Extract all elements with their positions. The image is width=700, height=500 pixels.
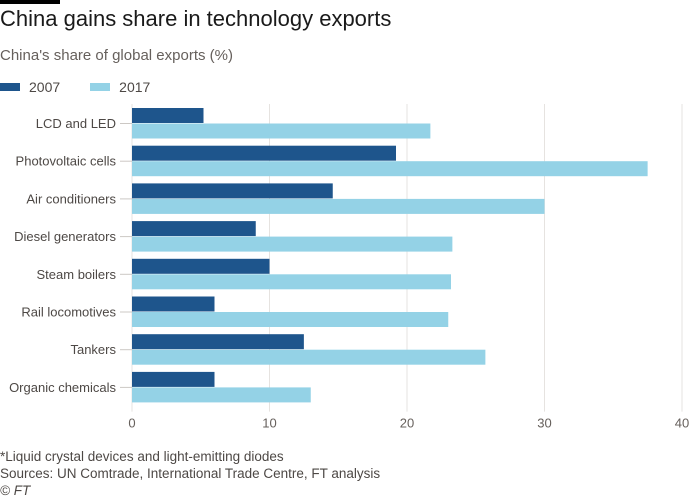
category-label: Rail locomotives	[21, 305, 116, 320]
bar-2017	[132, 387, 311, 403]
legend-label-2007: 2007	[29, 79, 61, 95]
chart-subtitle: China's share of global exports (%)	[0, 47, 233, 64]
bar-2017	[132, 236, 453, 252]
category-label: Air conditioners	[26, 191, 116, 206]
category-label: Organic chemicals	[9, 380, 116, 395]
bar-2007	[132, 371, 215, 387]
footnote: *Liquid crystal devices and light-emitti…	[0, 449, 284, 464]
category-label: Steam boilers	[37, 267, 117, 282]
bar-2007	[132, 108, 204, 123]
legend-swatch-2007	[0, 83, 20, 91]
bar-2007	[132, 183, 333, 199]
x-tick-label-40: 40	[675, 416, 689, 431]
legend: 2007 2017	[0, 79, 180, 95]
x-tick-label-0: 0	[128, 416, 135, 431]
bar-2007	[132, 145, 396, 161]
legend-label-2017: 2017	[119, 79, 151, 95]
category-label: LCD and LED	[36, 116, 116, 131]
bar-2017	[132, 274, 451, 290]
bar-2017	[132, 198, 545, 214]
category-label: Photovoltaic cells	[16, 154, 117, 169]
bar-2017	[132, 349, 486, 365]
x-tick-label-20: 20	[400, 416, 414, 431]
chart-footer: *Liquid crystal devices and light-emitti…	[0, 448, 380, 499]
bar-2007	[132, 221, 256, 237]
legend-item-2017: 2017	[90, 79, 150, 95]
copyright: © FT	[0, 483, 31, 498]
x-tick-label-10: 10	[262, 416, 276, 431]
chart-title: China gains share in technology exports	[0, 6, 392, 31]
ft-top-bar	[0, 0, 60, 4]
x-tick-label-30: 30	[537, 416, 551, 431]
bar-2007	[132, 334, 304, 350]
bar-2017	[132, 123, 431, 139]
bar-2017	[132, 312, 449, 327]
legend-item-2007: 2007	[0, 79, 60, 95]
legend-swatch-2017	[90, 83, 111, 91]
category-label: Diesel generators	[14, 229, 116, 244]
bar-2017	[132, 161, 648, 177]
bar-2007	[132, 296, 215, 312]
category-label: Tankers	[70, 342, 116, 357]
bar-2007	[132, 258, 270, 274]
sources-note: Sources: UN Comtrade, International Trad…	[0, 466, 381, 481]
